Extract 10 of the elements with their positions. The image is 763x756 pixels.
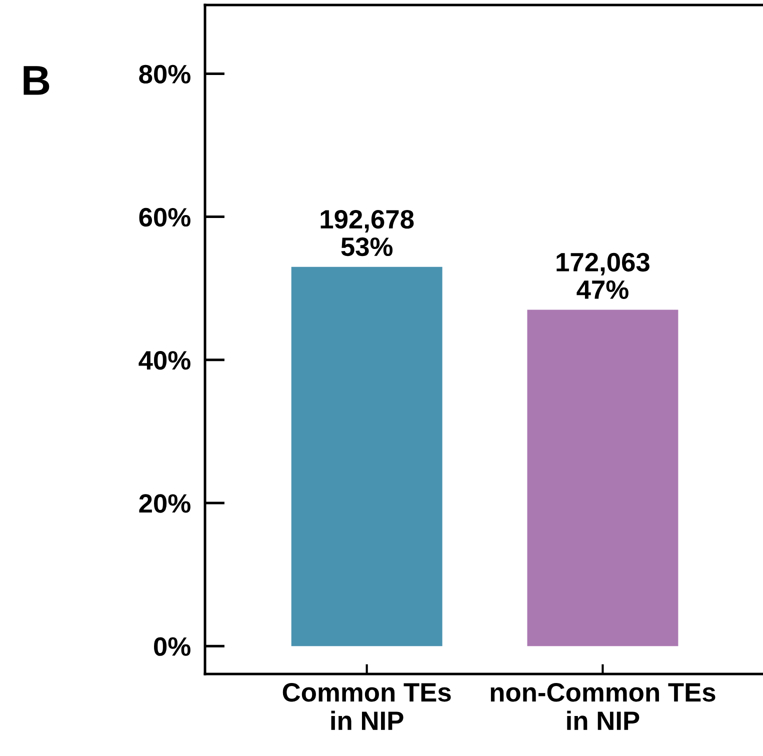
x-tick-label: non-Common TEs in NIP (490, 683, 716, 730)
y-tick-label: 20% (139, 494, 190, 513)
data-label: 192,678 53% (320, 210, 414, 256)
y-tick-label: 60% (139, 208, 190, 227)
text: B (24, 66, 50, 95)
y-tick-label: 0% (154, 637, 190, 656)
x-tick-label: Common TEs in NIP (282, 683, 451, 730)
y-tick-label: 40% (138, 351, 190, 370)
data-label: 172,063 47% (556, 252, 650, 299)
y-tick-label: 80% (139, 64, 190, 84)
